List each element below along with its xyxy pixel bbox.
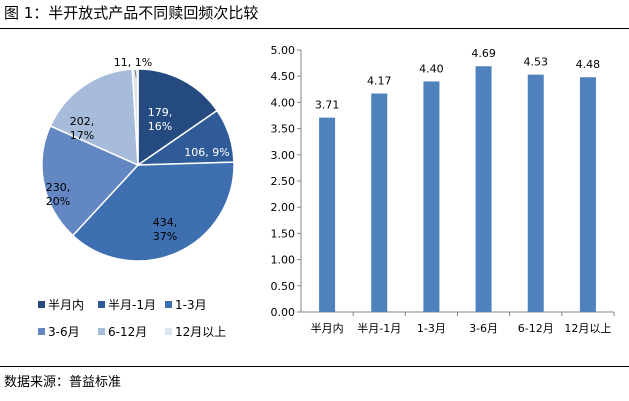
legend-label: 1-3月 xyxy=(175,298,207,312)
pie-data-label: 106, 9% xyxy=(184,146,229,159)
bar-value-label: 3.71 xyxy=(315,99,340,112)
y-tick-label: 2.50 xyxy=(271,175,296,188)
x-tick-label: 半月内 xyxy=(311,321,344,335)
legend-label: 12月以上 xyxy=(175,325,226,339)
y-tick-label: 4.00 xyxy=(271,96,296,109)
pie-chart: 179, 16% 106, 9% 434, 37% 230, 20% 202, 17% 11, 1… xyxy=(41,56,235,262)
bar-value-label: 4.48 xyxy=(576,58,601,71)
legend-label: 半月内 xyxy=(48,298,84,312)
pie-leader-line xyxy=(134,69,137,78)
legend-swatch xyxy=(165,301,172,308)
y-tick-label: 3.00 xyxy=(271,149,296,162)
pie-data-label: 202, 17% xyxy=(70,115,95,142)
y-tick-label: 3.50 xyxy=(271,123,296,136)
pie-legend: 半月内 半月-1月 1-3月 3-6月 6-12月 12月以上 xyxy=(38,298,226,339)
bar-item-3 xyxy=(475,66,492,313)
legend-label: 半月-1月 xyxy=(108,298,156,312)
pie-data-label: 230, 20% xyxy=(46,181,71,208)
bar-value-label: 4.53 xyxy=(524,56,549,69)
legend-swatch xyxy=(98,328,105,335)
x-tick-label: 3-6月 xyxy=(469,322,498,335)
top-rule xyxy=(0,28,629,29)
legend-swatch xyxy=(98,301,105,308)
pie-data-label: 434, 37% xyxy=(153,216,178,243)
bar-item-2 xyxy=(423,81,440,312)
bottom-rule xyxy=(0,366,629,367)
y-tick-label: 5.00 xyxy=(271,44,296,57)
pie-slice-item-0 xyxy=(137,68,219,167)
pie-data-label: 179, 16% xyxy=(148,106,173,133)
y-tick-label: 0.00 xyxy=(271,306,296,319)
pie-data-label: 11, 1% xyxy=(114,56,152,69)
legend-label: 6-12月 xyxy=(108,325,147,339)
legend-label: 3-6月 xyxy=(48,325,80,339)
bar-value-label: 4.69 xyxy=(471,47,496,60)
pie-slice-item-2 xyxy=(71,161,235,262)
bar-item-1 xyxy=(371,93,388,313)
y-tick-label: 1.50 xyxy=(271,227,296,240)
pie-slice-item-4 xyxy=(49,68,139,167)
x-tick-label: 1-3月 xyxy=(417,322,446,335)
legend-swatch xyxy=(165,328,172,335)
legend-swatch xyxy=(38,328,45,335)
bar-chart: 0.00 0.50 1.00 1.50 2.00 2.50 3.00 3.50 4.00 4.50… xyxy=(271,44,615,335)
legend-swatch xyxy=(38,301,45,308)
pie-slice-item-3 xyxy=(41,124,140,237)
y-tick-label: 1.00 xyxy=(271,254,296,267)
y-tick-label: 4.50 xyxy=(271,70,296,83)
figure-title: 图 1：半开放式产品不同赎回频次比较 xyxy=(4,4,259,22)
bar-item-0 xyxy=(319,117,336,312)
bar-value-label: 4.17 xyxy=(367,74,392,87)
source-note: 数据来源：普益标准 xyxy=(4,375,122,390)
x-tick-label: 12月以上 xyxy=(564,322,611,335)
y-tick-label: 2.00 xyxy=(271,201,296,214)
bar-value-label: 4.40 xyxy=(419,62,444,75)
x-tick-label: 半月-1月 xyxy=(357,321,401,335)
bar-item-4 xyxy=(527,74,544,312)
pie-slice-item-5 xyxy=(131,68,139,166)
y-tick-label: 0.50 xyxy=(271,280,296,293)
x-tick-label: 6-12月 xyxy=(518,322,554,335)
bar-item-5 xyxy=(579,77,596,312)
